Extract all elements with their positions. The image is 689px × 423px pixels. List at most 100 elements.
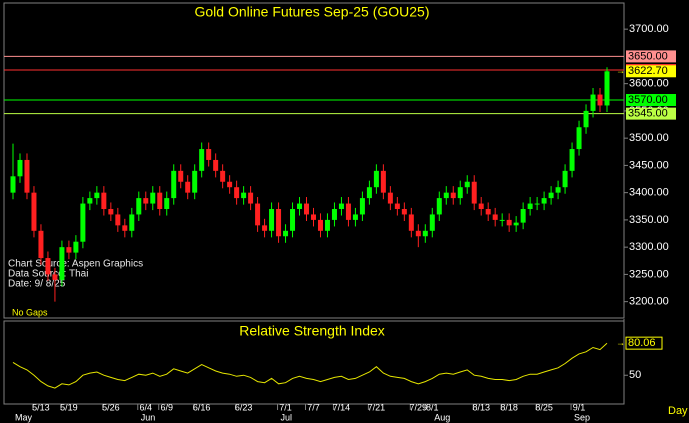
candle-body <box>227 181 233 188</box>
candle-body <box>94 192 100 199</box>
candle-body <box>478 203 484 210</box>
candle-body <box>450 192 456 199</box>
candle-body <box>471 181 477 204</box>
candle-body <box>248 192 254 204</box>
candle-body <box>590 94 596 111</box>
x-tick-label: 7/21 <box>368 402 386 412</box>
note: No Gaps <box>12 307 48 317</box>
level-label-bg <box>626 50 676 63</box>
candle-body <box>534 203 540 205</box>
month-label: Jul <box>281 412 293 422</box>
annotation: Date: 9/ 8/25 <box>8 279 66 290</box>
candle-body <box>276 209 282 237</box>
x-tick-label: 7/14 <box>333 402 351 412</box>
x-tick-label: 6/9 <box>160 402 173 412</box>
candle-body <box>492 214 498 220</box>
candle-body <box>520 209 526 223</box>
candle-body <box>304 203 310 215</box>
y-tick-label: 3500.00 <box>629 132 669 144</box>
candle-body <box>373 170 379 188</box>
rsi-title: Relative Strength Index <box>239 323 385 339</box>
candle-body <box>310 214 316 220</box>
candle-body <box>234 187 240 199</box>
x-tick-label: 8/13 <box>472 402 490 412</box>
candle-body <box>269 209 275 231</box>
level-label-bg <box>626 94 676 107</box>
candle-body <box>422 230 428 237</box>
candle-body <box>583 110 589 128</box>
level-label: 3545.00 <box>628 108 668 120</box>
candle-body <box>150 192 156 204</box>
candle-body <box>52 274 58 280</box>
candle-body <box>338 203 344 210</box>
candle-body <box>73 241 79 253</box>
candle-body <box>213 159 219 171</box>
rsi-last-bg <box>625 336 663 350</box>
candle-body <box>436 198 442 215</box>
candle-body <box>143 198 149 204</box>
candle-body <box>429 214 435 231</box>
last-price-arrow: → <box>616 66 625 76</box>
candle-body <box>576 127 582 150</box>
candle-body <box>317 219 323 231</box>
x-tick-label: 8/1 <box>426 402 439 412</box>
chart-title: Gold Online Futures Sep-25 (GOU25) <box>195 4 430 20</box>
candle-body <box>171 170 177 199</box>
rsi-arrow: → <box>616 338 625 348</box>
y-tick-label: 3250.00 <box>629 268 669 280</box>
candle-body <box>192 170 198 193</box>
x-tick-label: 6/16 <box>193 402 211 412</box>
candle-body <box>464 181 470 188</box>
y-tick-label: 3200.00 <box>629 296 669 308</box>
y-tick-label: 3700.00 <box>629 23 669 35</box>
last-price-bg <box>626 65 676 78</box>
y-tick-label: 3450.00 <box>629 159 669 171</box>
candle-body <box>513 222 519 226</box>
rsi-line <box>12 342 608 389</box>
x-tick-label: 6/23 <box>235 402 253 412</box>
x-tick-label: 9/1 <box>573 402 586 412</box>
annotation: Chart Source: Aspen Graphics <box>8 259 143 270</box>
candle-body <box>115 214 121 226</box>
candle-body <box>24 159 30 193</box>
y-tick-label: 3600.00 <box>629 78 669 90</box>
level-label-bg <box>626 107 676 120</box>
candle-body <box>324 219 330 231</box>
x-tick-label: 7/1 <box>279 402 292 412</box>
y-tick-label: 3350.00 <box>629 214 669 226</box>
candle-body <box>206 149 212 160</box>
level-label: 3650.00 <box>628 50 668 62</box>
rsi-panel <box>3 320 625 405</box>
candle-body <box>87 198 93 204</box>
month-label: Jun <box>141 412 156 422</box>
candle-body <box>366 187 372 199</box>
candle-body <box>359 198 365 215</box>
x-tick-label: 8/18 <box>500 402 518 412</box>
candle-body <box>59 247 65 280</box>
candle-body <box>220 170 226 182</box>
candle-body <box>38 230 44 259</box>
candle-body <box>394 203 400 210</box>
x-tick-label: 8/25 <box>535 402 553 412</box>
candle-body <box>10 176 16 193</box>
candle-body <box>387 192 393 204</box>
candle-body <box>331 209 337 220</box>
candle-body <box>604 71 610 106</box>
candle-body <box>569 149 575 171</box>
month-label: Sep <box>574 412 590 422</box>
x-tick-label: 5/26 <box>102 402 120 412</box>
x-tick-label: 7/7 <box>307 402 320 412</box>
candle-body <box>541 198 547 204</box>
candle-body <box>597 94 603 106</box>
candle-body <box>283 230 289 237</box>
candle-body <box>506 219 512 226</box>
level-label: 3570.00 <box>628 94 668 106</box>
candle-body <box>555 187 561 193</box>
candle-body <box>164 198 170 210</box>
y-tick-label: 3300.00 <box>629 241 669 253</box>
candle-body <box>136 198 142 215</box>
candle-body <box>80 203 86 242</box>
candle-body <box>290 209 296 231</box>
y-tick-label: 3400.00 <box>629 187 669 199</box>
candle-body <box>157 192 163 210</box>
